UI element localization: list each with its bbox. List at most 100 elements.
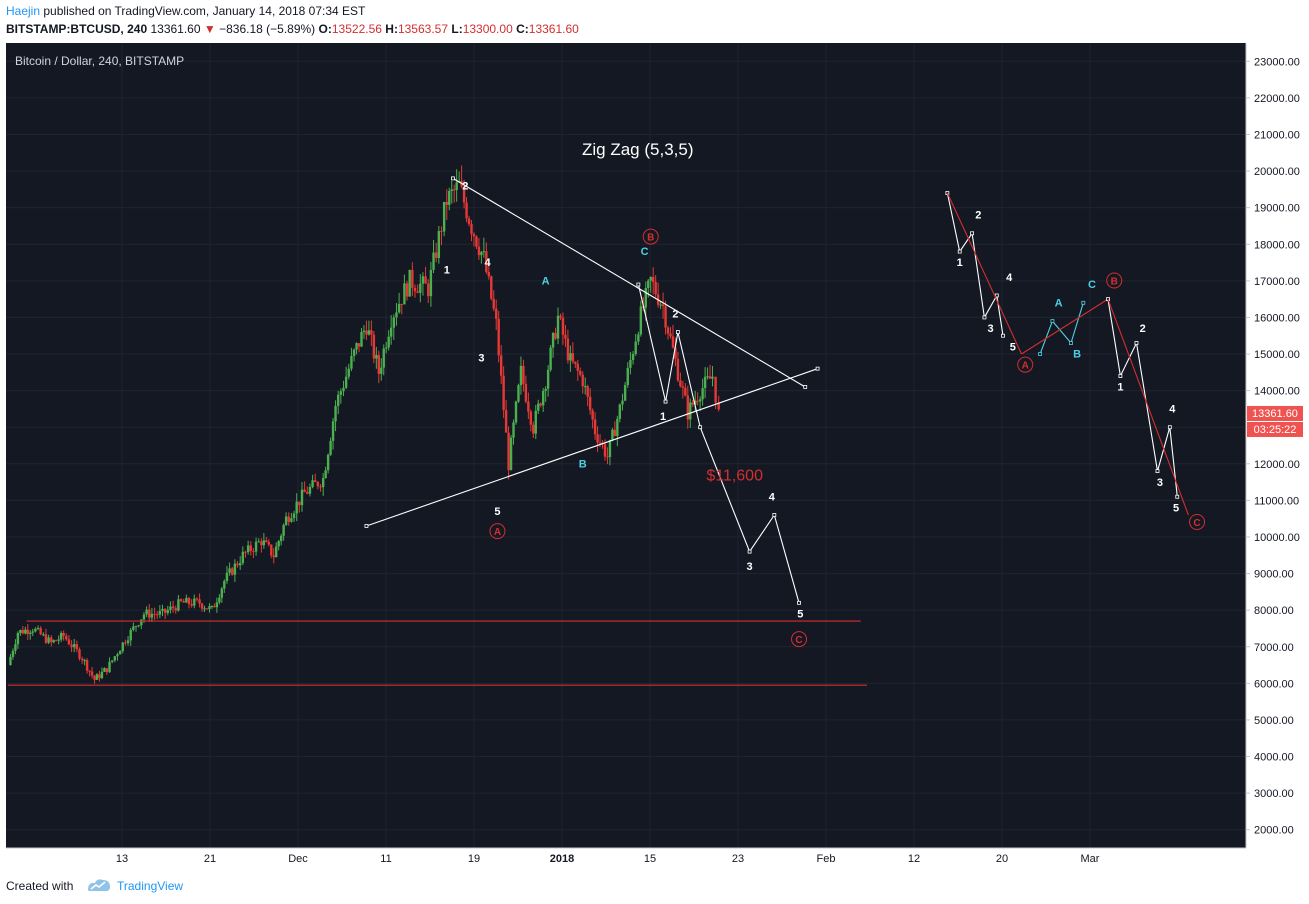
candle-body [544, 388, 547, 391]
candle-body [171, 606, 175, 609]
candle-body [541, 390, 545, 406]
wave-label: 2 [1140, 323, 1146, 335]
x-tick-label: 21 [204, 853, 216, 865]
candle-body [108, 661, 111, 673]
candle-body [689, 402, 692, 420]
candle-body [661, 304, 665, 307]
candle-body [300, 489, 304, 506]
x-tick-label: 20 [996, 853, 1008, 865]
y-tick-label: 20000.00 [1254, 166, 1300, 178]
candle-body [166, 610, 169, 613]
y-tick-label: 2000.00 [1254, 825, 1294, 837]
wave-label-circle [1017, 356, 1034, 373]
wave-point [994, 293, 999, 298]
candle-body [696, 400, 699, 402]
tradingview-logo-icon[interactable] [86, 877, 112, 893]
candle-body [267, 541, 270, 545]
candle-body [574, 361, 577, 364]
wave-point [676, 330, 680, 334]
candle-body [110, 660, 114, 662]
wave-label: 2 [672, 308, 678, 320]
candle-body [448, 190, 451, 205]
publish-line: Haejin published on TradingView.com, Jan… [6, 4, 365, 18]
candle-body [55, 640, 58, 642]
y-axis: 2000.00 3000.00 4000.00 5000.00 6000.00 7000.… [1246, 56, 1300, 837]
wave-lines [8, 176, 1189, 686]
candle-body [524, 383, 528, 402]
candle-body [403, 283, 406, 305]
candle-body [238, 563, 242, 566]
candle-body [231, 568, 234, 575]
wave-label: A [494, 527, 501, 538]
low-value: 13300.00 [462, 22, 513, 36]
candle-body [686, 395, 689, 420]
wave-label-circle [489, 523, 506, 540]
candle-body [706, 376, 709, 378]
candle-body [649, 277, 652, 281]
candle-body [182, 600, 185, 603]
candle-body [26, 629, 29, 635]
candle-body [389, 327, 393, 337]
candle-body [153, 613, 156, 615]
wave-line [452, 177, 806, 388]
wave-point [1001, 333, 1005, 338]
candle-body [392, 317, 396, 328]
wave-label: C [795, 635, 802, 646]
candle-body [36, 628, 40, 630]
wave-point [1050, 319, 1055, 323]
candle-body [616, 418, 619, 437]
candle-body [445, 201, 448, 205]
wave-point [1118, 374, 1123, 378]
y-tick-label: 21000.00 [1254, 129, 1300, 141]
candle-body [651, 277, 655, 283]
candle-body [561, 317, 565, 335]
candle-body [387, 336, 390, 348]
candle-body [504, 409, 508, 433]
candle-body [569, 353, 572, 361]
wave-label: 5 [797, 608, 803, 620]
y-tick-label: 9000.00 [1254, 569, 1294, 581]
candle-body [158, 610, 162, 615]
author-link[interactable]: Haejin [6, 4, 41, 18]
x-axis: 13 21 Dec 11 19 2018 15 23 Feb 12 20 Mar [116, 853, 1100, 865]
candle-body [208, 606, 211, 609]
candle-body [85, 660, 89, 671]
candle-body [551, 332, 555, 348]
wave-line [1107, 298, 1189, 516]
candle-body [316, 482, 320, 487]
candle-body [352, 349, 356, 357]
candle-body [292, 513, 296, 519]
candle-body [262, 540, 266, 546]
candle-body [11, 650, 15, 657]
candle-body [80, 658, 84, 661]
tradingview-link[interactable]: TradingView [117, 879, 184, 893]
candle-body [626, 367, 629, 386]
y-tick-label: 11000.00 [1254, 495, 1299, 507]
wave-point [815, 366, 820, 371]
candle-body [512, 422, 515, 438]
candle-body [360, 331, 363, 347]
candle-body [432, 252, 435, 270]
candle-body [380, 367, 383, 374]
candle-body [487, 272, 491, 277]
last-price-badge [1247, 405, 1303, 421]
candle-body [482, 251, 486, 253]
candle-body [711, 376, 714, 379]
candle-body [411, 269, 414, 288]
candle-body [100, 671, 104, 679]
candle-body [427, 283, 430, 297]
candle-body [623, 385, 627, 401]
wave-line [946, 192, 1022, 355]
candle-body [566, 338, 570, 361]
wave-point [803, 385, 808, 389]
candle-body [326, 454, 330, 471]
candle-body [249, 545, 252, 552]
x-tick-label: 2018 [550, 853, 574, 865]
wave-label: C [1193, 518, 1200, 529]
candle-body [213, 606, 216, 608]
candle-body [65, 635, 68, 640]
created-with-text: Created with [6, 879, 74, 893]
candle-body [233, 563, 237, 575]
candle-body [98, 674, 101, 679]
